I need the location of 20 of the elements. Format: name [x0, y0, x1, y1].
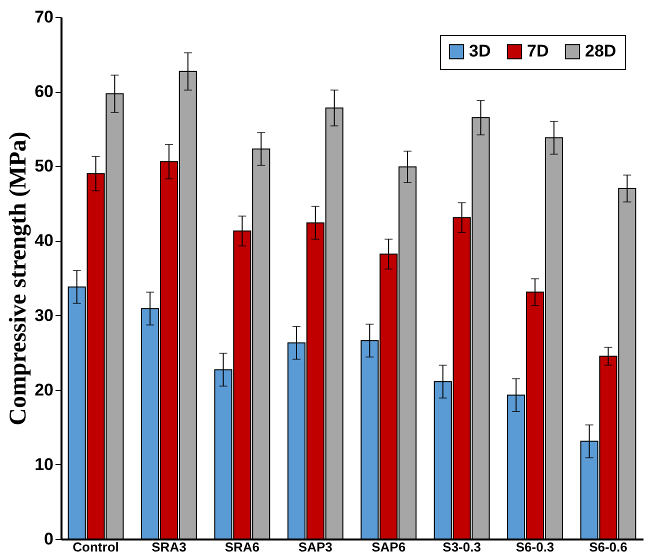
x-tick-label: S6-0.3 — [516, 540, 554, 554]
y-tick-label: 70 — [34, 8, 54, 26]
x-tick-label: SAP3 — [298, 540, 332, 554]
y-tick-label: 30 — [34, 306, 54, 325]
x-tick-label: SRA3 — [152, 540, 186, 554]
x-tick-label: S6-0.6 — [589, 540, 628, 554]
y-tick-label: 20 — [34, 380, 54, 400]
x-tick-label: S3-0.3 — [442, 540, 481, 554]
legend-label: 3D — [469, 42, 491, 61]
y-tick-label: 0 — [44, 530, 54, 548]
x-tick-label: SRA6 — [224, 540, 260, 554]
y-tick-label: 40 — [34, 231, 54, 250]
y-axis-title: Compressive strength (MPa) — [6, 132, 32, 426]
legend-label: 7D — [527, 42, 549, 61]
y-tick-label: 50 — [34, 156, 54, 176]
legend-label: 28D — [585, 42, 616, 61]
y-tick-label: 10 — [34, 454, 54, 474]
x-tick-label: Control — [72, 540, 119, 554]
x-tick-label: SAP6 — [372, 540, 406, 554]
y-tick-label: 60 — [34, 82, 54, 102]
